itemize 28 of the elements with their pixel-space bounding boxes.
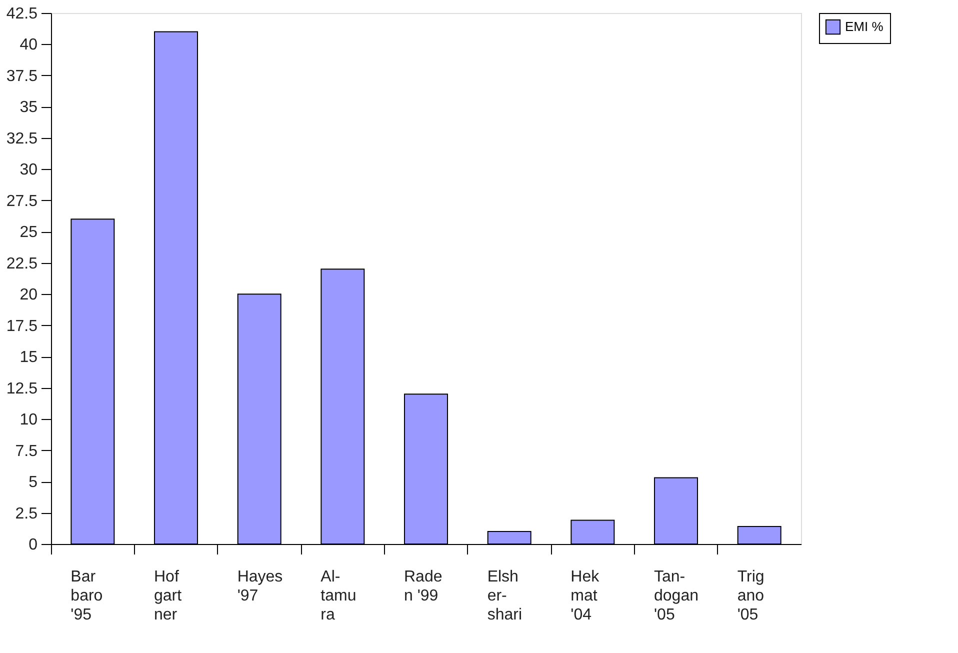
x-tick-label: Trig ano '05 — [737, 568, 764, 624]
y-tick-label: 0 — [28, 536, 38, 554]
y-tick-label: 40 — [20, 36, 38, 54]
x-tick-label: Elsh er- shari — [487, 568, 522, 624]
y-tick-label: 30 — [20, 162, 38, 179]
x-tick-label: Al- tamu ra — [320, 568, 356, 624]
y-tick-label: 22.5 — [6, 255, 38, 272]
y-tick-label: 17.5 — [6, 318, 38, 335]
y-tick-label: 10 — [20, 412, 38, 429]
y-tick-label: 15 — [20, 349, 38, 366]
x-tick-label: Hayes '97 — [237, 568, 283, 604]
x-tick-label: Bar baro '95 — [70, 568, 103, 624]
y-tick-label: 12.5 — [6, 380, 38, 398]
y-tick-label: 2.5 — [15, 505, 38, 522]
x-tick-label: Hof gart ner — [154, 568, 182, 624]
x-tick-label: Tan- dogan '05 — [654, 568, 698, 624]
legend-label: EMI % — [845, 19, 884, 34]
y-tick-label: 42.5 — [6, 6, 38, 22]
x-tick-label: Hek mat '04 — [570, 568, 600, 624]
y-tick-label: 32.5 — [6, 130, 38, 148]
y-tick-label: 37.5 — [6, 68, 38, 85]
y-tick-label: 20 — [20, 286, 38, 304]
y-tick-label: 35 — [20, 99, 38, 116]
x-tick-label: Rade n '99 — [404, 568, 442, 604]
y-tick-label: 7.5 — [15, 442, 38, 460]
y-tick-label: 27.5 — [6, 192, 38, 210]
y-tick-label: 5 — [28, 474, 38, 492]
y-tick-label: 25 — [20, 224, 38, 242]
